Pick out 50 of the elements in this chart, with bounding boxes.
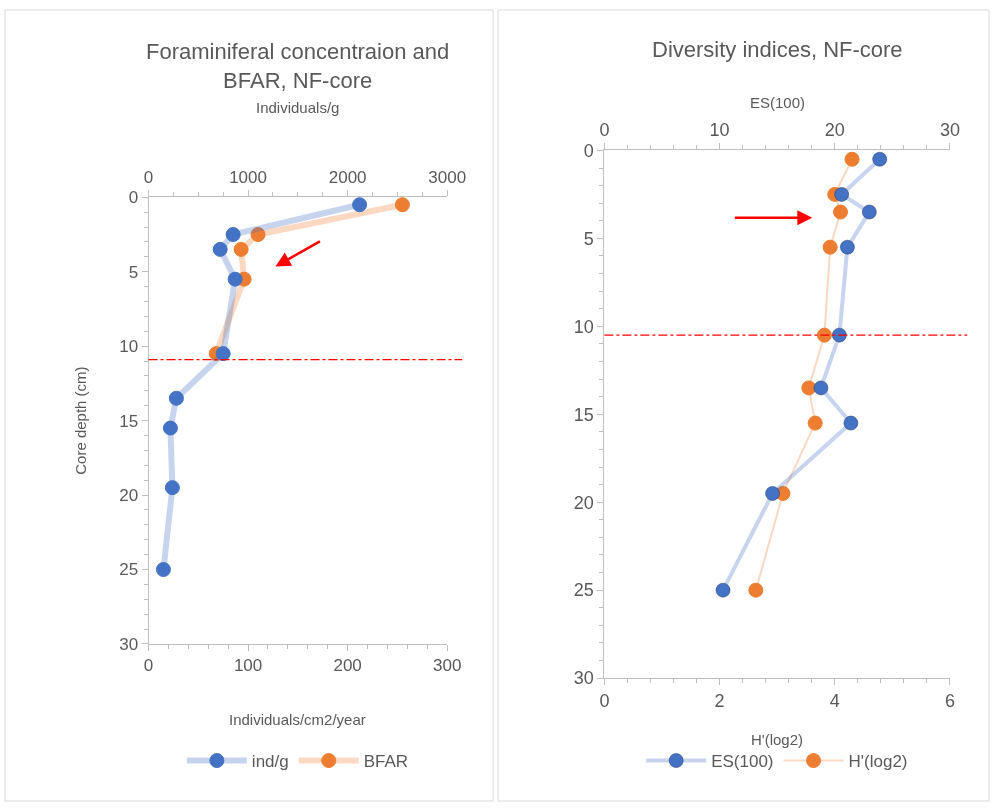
y-tick-label: 25 [119,560,139,580]
x2-tick-label: 2000 [328,168,367,188]
legend-label: ind/g [251,752,289,772]
y-tick-label: 30 [573,668,594,689]
x-tick-label: 2 [714,690,725,711]
y-tick-label: 5 [128,262,139,282]
x2-axis-title: Individuals/g [256,99,340,116]
y-tick-label: 20 [573,492,594,513]
x2-tick-label: 3000 [428,168,467,188]
y-tick-label: 0 [128,188,139,208]
y-tick-label: 10 [573,316,594,337]
x2-tick-label: 0 [599,120,610,141]
x-tick-label: 200 [333,656,362,676]
x-tick-label: 6 [944,690,955,711]
y-tick-label: 25 [573,580,594,601]
legend-label: BFAR [363,752,409,772]
legend-label: ES(100) [711,752,774,772]
chart-title: Diversity indices, NF-core [652,37,903,62]
x-tick-label: 300 [433,656,462,676]
x-axis-title: Individuals/cm2/year [229,711,366,728]
point [807,415,823,431]
y-tick-label: 15 [119,411,139,431]
y-tick-label: 15 [573,404,594,425]
y-tick-label: 20 [119,486,139,506]
x-tick-label: 100 [233,656,263,676]
x-axis-title: H'(log2) [751,731,804,748]
x2-tick-label: 1000 [229,168,267,188]
point [822,239,838,255]
x2-axis-title: ES(100) [750,94,806,111]
point [250,227,266,242]
x2-tick-label: 30 [939,120,960,141]
x-tick-label: 4 [829,690,840,711]
y-axis-title: Core depth (cm) [71,366,89,475]
point [844,151,860,167]
point [233,241,249,257]
x2-tick-label: 10 [709,120,730,141]
y-tick-label: 0 [583,140,594,161]
point [833,204,849,220]
x2-tick-label: 0 [143,168,154,188]
y-tick-label: 5 [583,228,594,249]
y-tick-label: 30 [119,634,139,654]
chart-title: Foraminiferal concentraion and BFAR, NF-core [146,39,450,93]
y-tick-label: 10 [119,337,139,357]
x2-tick-label: 20 [824,120,845,141]
legend-label: H'(log2) [848,752,908,772]
x-tick-label: 0 [143,656,154,676]
x-tick-label: 0 [599,690,610,711]
point [801,380,817,396]
point [748,582,764,598]
point [394,197,410,213]
